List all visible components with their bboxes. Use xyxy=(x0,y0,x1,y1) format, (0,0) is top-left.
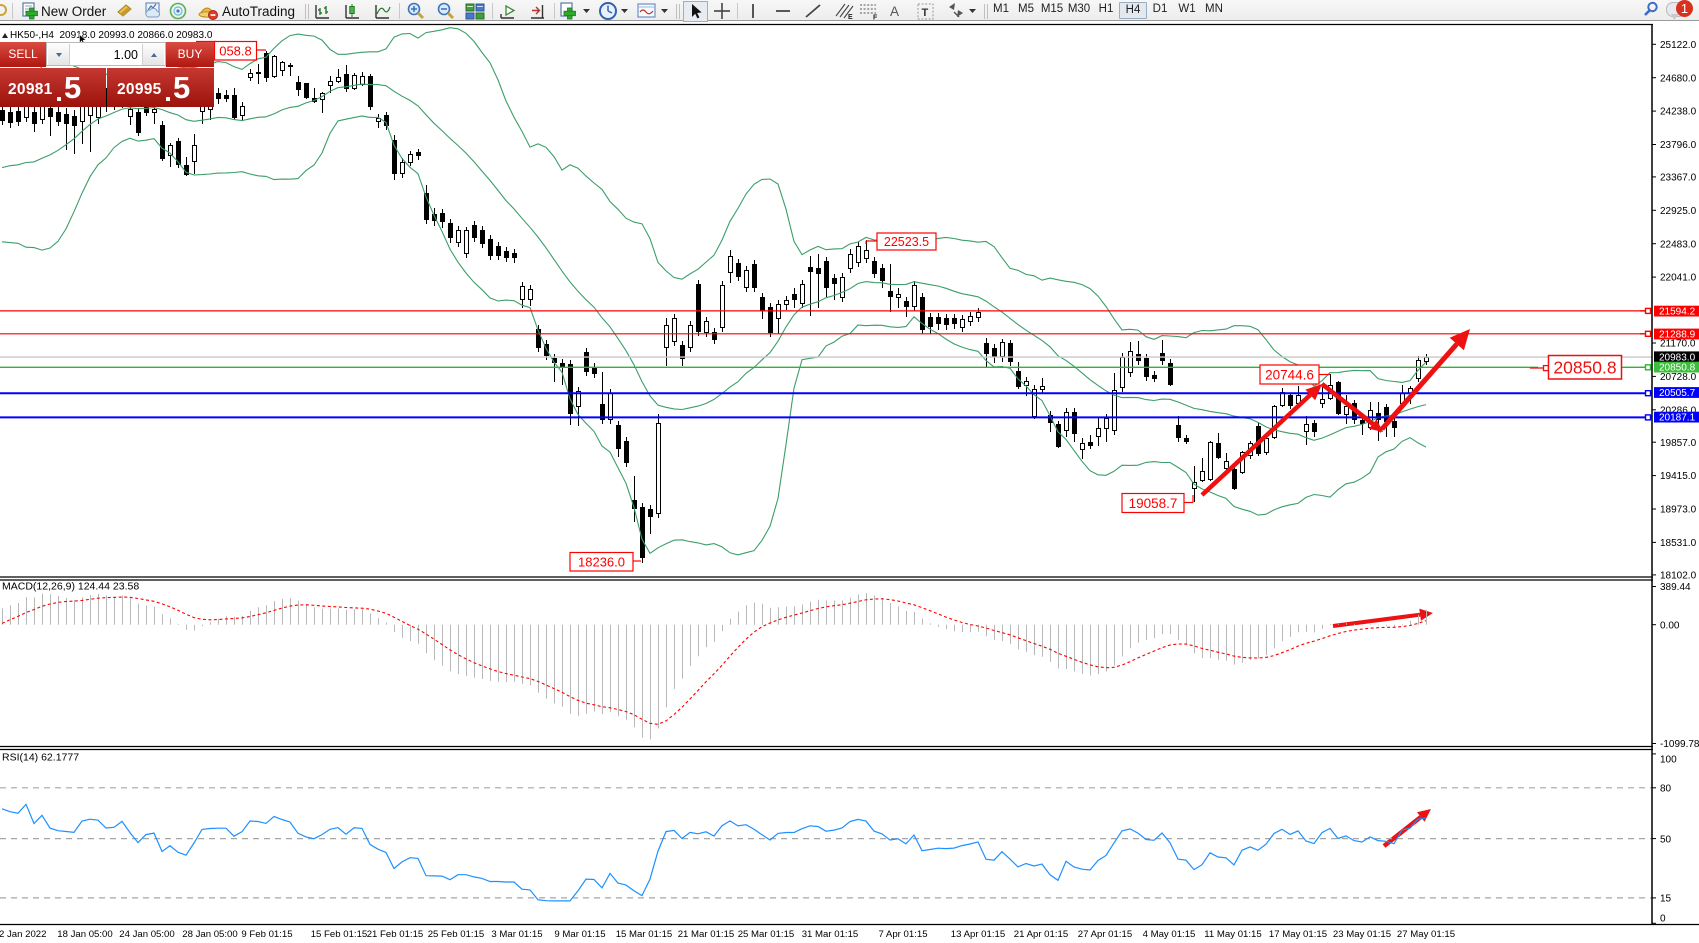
svg-text:19415.0: 19415.0 xyxy=(1660,471,1697,482)
svg-text:19058.7: 19058.7 xyxy=(1129,496,1178,511)
svg-text:23 May 01:15: 23 May 01:15 xyxy=(1333,929,1391,940)
svg-text:22523.5: 22523.5 xyxy=(884,235,929,249)
svg-text:27 Apr 01:15: 27 Apr 01:15 xyxy=(1078,929,1132,940)
svg-text:18 Jan 05:00: 18 Jan 05:00 xyxy=(57,929,112,940)
svg-text:18102.0: 18102.0 xyxy=(1660,571,1697,582)
svg-text:7 Apr 01:15: 7 Apr 01:15 xyxy=(878,929,927,940)
svg-text:9 Mar 01:15: 9 Mar 01:15 xyxy=(554,929,605,940)
svg-text:E: E xyxy=(848,14,853,21)
svg-text:18236.0: 18236.0 xyxy=(578,554,625,569)
svg-text:21 Mar 01:15: 21 Mar 01:15 xyxy=(678,929,735,940)
svg-text:20983.0: 20983.0 xyxy=(1659,352,1696,363)
svg-text:11 May 01:15: 11 May 01:15 xyxy=(1204,929,1261,940)
svg-text:20187.1: 20187.1 xyxy=(1659,413,1696,424)
svg-text:4 May 01:15: 4 May 01:15 xyxy=(1143,929,1196,940)
svg-text:23796.0: 23796.0 xyxy=(1660,140,1697,151)
svg-text:F: F xyxy=(873,15,878,22)
svg-text:MACD(12,26,9) 124.44 23.58: MACD(12,26,9) 124.44 23.58 xyxy=(2,581,139,593)
svg-text:T: T xyxy=(922,7,929,19)
svg-text:RSI(14) 62.1777: RSI(14) 62.1777 xyxy=(2,752,79,764)
svg-text:24238.0: 24238.0 xyxy=(1660,107,1697,118)
svg-text:0: 0 xyxy=(1660,914,1666,925)
svg-text:15 Feb 01:15: 15 Feb 01:15 xyxy=(311,929,368,940)
svg-text:2 Jan 2022: 2 Jan 2022 xyxy=(0,929,46,940)
svg-text:21170.0: 21170.0 xyxy=(1660,339,1696,350)
svg-text:389.44: 389.44 xyxy=(1660,582,1691,593)
svg-text:3 Mar 01:15: 3 Mar 01:15 xyxy=(491,929,542,940)
svg-text:31 Mar 01:15: 31 Mar 01:15 xyxy=(802,929,859,940)
svg-text:20744.6: 20744.6 xyxy=(1265,367,1314,382)
svg-text:50: 50 xyxy=(1660,834,1672,845)
svg-text:13 Apr 01:15: 13 Apr 01:15 xyxy=(951,929,1005,940)
svg-text:27 May 01:15: 27 May 01:15 xyxy=(1397,929,1455,940)
svg-text:17 May 01:15: 17 May 01:15 xyxy=(1269,929,1327,940)
svg-text:24680.0: 24680.0 xyxy=(1660,73,1697,84)
svg-text:25 Feb 01:15: 25 Feb 01:15 xyxy=(428,929,485,940)
svg-text:20728.0: 20728.0 xyxy=(1660,372,1697,383)
svg-text:0.00: 0.00 xyxy=(1660,620,1680,631)
svg-text:19857.0: 19857.0 xyxy=(1660,438,1697,449)
svg-text:15 Mar 01:15: 15 Mar 01:15 xyxy=(616,929,673,940)
svg-text:22483.0: 22483.0 xyxy=(1660,239,1697,250)
svg-text:20286.0: 20286.0 xyxy=(1660,405,1697,416)
svg-text:15: 15 xyxy=(1660,894,1672,905)
svg-text:18973.0: 18973.0 xyxy=(1660,505,1697,516)
svg-text:22925.0: 22925.0 xyxy=(1660,206,1697,217)
svg-text:24 Jan 05:00: 24 Jan 05:00 xyxy=(119,929,174,940)
svg-text:25122.0: 25122.0 xyxy=(1660,40,1697,51)
svg-text:100: 100 xyxy=(1660,755,1677,766)
svg-text:21594.2: 21594.2 xyxy=(1659,307,1696,318)
svg-text:A: A xyxy=(890,4,899,19)
svg-text:21 Apr 01:15: 21 Apr 01:15 xyxy=(1014,929,1068,940)
svg-text:9 Feb 01:15: 9 Feb 01:15 xyxy=(241,929,292,940)
svg-text:20850.8: 20850.8 xyxy=(1659,363,1696,374)
svg-text:28 Jan 05:00: 28 Jan 05:00 xyxy=(182,929,237,940)
svg-text:20850.8: 20850.8 xyxy=(1553,358,1616,378)
svg-text:18531.0: 18531.0 xyxy=(1660,538,1697,549)
svg-text:20505.7: 20505.7 xyxy=(1659,388,1696,399)
svg-text:058.8: 058.8 xyxy=(219,43,252,58)
svg-text:-1099.78: -1099.78 xyxy=(1660,739,1699,750)
svg-text:23367.0: 23367.0 xyxy=(1660,173,1697,184)
svg-text:21288.9: 21288.9 xyxy=(1659,330,1696,341)
svg-text:22041.0: 22041.0 xyxy=(1660,273,1697,284)
svg-text:21 Feb 01:15: 21 Feb 01:15 xyxy=(367,929,424,940)
svg-text:25 Mar 01:15: 25 Mar 01:15 xyxy=(738,929,795,940)
svg-text:80: 80 xyxy=(1660,784,1672,795)
